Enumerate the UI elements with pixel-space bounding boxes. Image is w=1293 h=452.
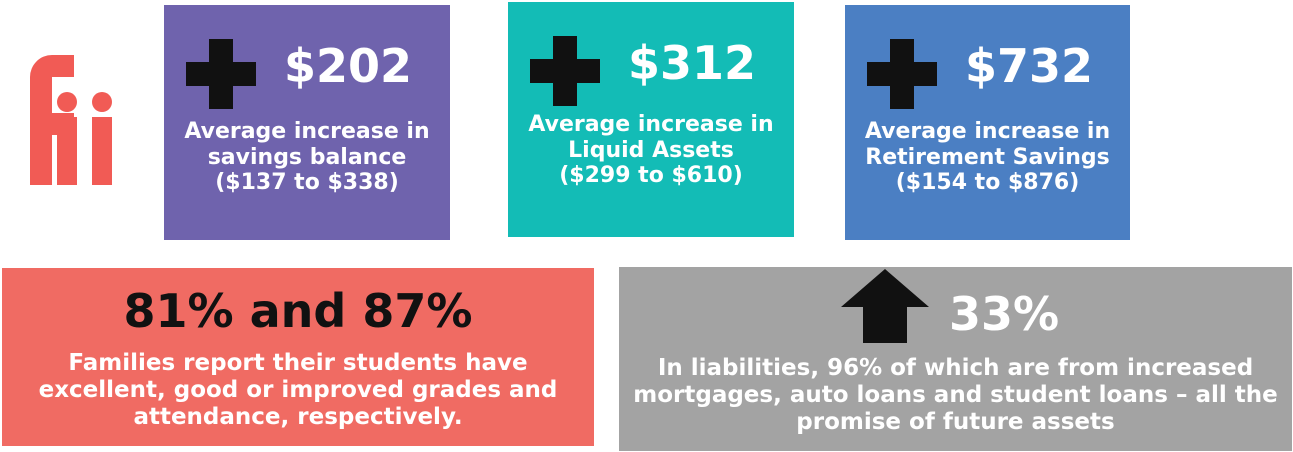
savings-stat-card: $202 Average increase in savings balance… (164, 5, 450, 240)
plus-icon (186, 39, 256, 109)
stat-description: Average increase in Retirement Savings (… (845, 119, 1130, 196)
arrow-up-icon (841, 269, 929, 343)
grades-stat-card: 81% and 87% Families report their studen… (2, 268, 594, 446)
plus-icon (867, 39, 937, 109)
desc-line: savings balance (207, 144, 407, 170)
liquid-assets-stat-card: $312 Average increase in Liquid Assets (… (508, 2, 794, 237)
desc-line: mortgages, auto loans and student loans … (633, 381, 1278, 408)
desc-line: attendance, respectively. (133, 403, 463, 430)
stat-description: Families report their students have exce… (22, 350, 574, 431)
desc-line: ($137 to $338) (215, 170, 399, 196)
desc-line: Average increase in (184, 119, 430, 144)
stat-value: 33% (949, 287, 1060, 341)
fii-logo (30, 55, 112, 185)
retirement-stat-card: $732 Average increase in Retirement Savi… (845, 5, 1130, 240)
stat-description: Average increase in savings balance ($13… (164, 119, 450, 196)
desc-line: Average increase in (864, 119, 1111, 144)
plus-icon (530, 36, 600, 106)
desc-line: Liquid Assets (568, 137, 734, 163)
stat-value: $732 (965, 39, 1094, 93)
stat-value: $202 (284, 39, 413, 93)
stat-value: 81% and 87% (123, 284, 473, 338)
desc-line: ($154 to $876) (895, 170, 1080, 196)
desc-line: Retirement Savings (865, 144, 1110, 170)
stat-description: In liabilities, 96% of which are from in… (629, 355, 1282, 436)
desc-line: Families report their students have (68, 350, 528, 376)
stat-description: Average increase in Liquid Assets ($299 … (508, 112, 794, 189)
desc-line: excellent, good or improved grades and (38, 376, 558, 403)
stat-value: $312 (628, 36, 757, 90)
liabilities-stat-card: 33% In liabilities, 96% of which are fro… (619, 267, 1292, 451)
desc-line: ($299 to $610) (559, 163, 743, 189)
desc-line: promise of future assets (796, 408, 1115, 435)
desc-line: Average increase in (528, 112, 774, 137)
desc-line: In liabilities, 96% of which are from in… (657, 355, 1254, 381)
